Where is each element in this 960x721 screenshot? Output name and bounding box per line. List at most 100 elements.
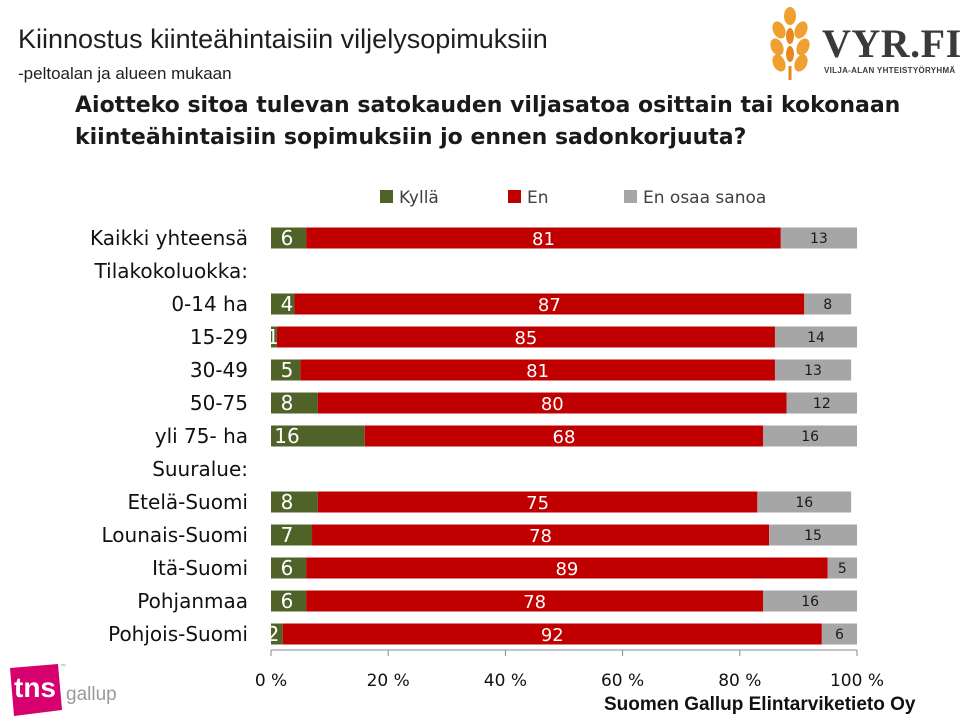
category-label-4: 15-29 bbox=[190, 325, 248, 349]
tns-gallup-logo: tns ™ gallup bbox=[6, 662, 117, 718]
bar-segment-4-1 bbox=[271, 326, 277, 348]
data-label-1-1: 6 bbox=[281, 226, 294, 250]
bar-segment-1-2 bbox=[306, 227, 781, 249]
data-label-5-2: 81 bbox=[526, 361, 549, 382]
tns-gallup-text: gallup bbox=[66, 684, 117, 705]
x-tick-label-5: 80 % bbox=[718, 671, 761, 691]
legend-label-2: En bbox=[527, 188, 549, 208]
data-label-4-2: 85 bbox=[514, 328, 537, 349]
data-label-13-3: 6 bbox=[835, 627, 844, 643]
question-line-2: kiinteähintaisiin sopimuksiin jo ennen s… bbox=[75, 125, 747, 150]
tns-wordmark: tns bbox=[14, 672, 56, 703]
data-label-3-2: 87 bbox=[538, 295, 561, 316]
bar-segment-6-1 bbox=[271, 392, 318, 414]
legend-label-3: En osaa sanoa bbox=[643, 188, 766, 208]
bar-segment-12-2 bbox=[306, 590, 764, 612]
bar-segment-10-2 bbox=[312, 524, 770, 546]
bar-segment-12-1 bbox=[271, 590, 307, 612]
bar-segment-12-3 bbox=[763, 590, 857, 612]
data-label-6-3: 12 bbox=[813, 396, 831, 412]
category-label-2: Tilakokoluokka: bbox=[94, 259, 248, 283]
category-label-11: Itä-Suomi bbox=[152, 556, 248, 580]
bar-segment-11-3 bbox=[827, 557, 857, 579]
bar-segment-9-1 bbox=[271, 491, 318, 513]
bar-segment-7-1 bbox=[271, 425, 365, 447]
bar-segment-9-3 bbox=[757, 491, 852, 513]
category-label-5: 30-49 bbox=[190, 358, 248, 382]
data-label-6-2: 80 bbox=[541, 394, 564, 415]
bar-segment-1-3 bbox=[780, 227, 857, 249]
x-tick-label-1: 0 % bbox=[255, 671, 287, 691]
category-label-9: Etelä-Suomi bbox=[128, 490, 248, 514]
bar-segment-13-2 bbox=[282, 623, 822, 645]
data-label-6-1: 8 bbox=[281, 391, 294, 415]
logo-tagline: VILJA-ALAN YHTEISTYÖRYHMÄ bbox=[824, 66, 956, 75]
x-tick-label-3: 40 % bbox=[484, 671, 527, 691]
legend-label-1: Kyllä bbox=[399, 188, 439, 208]
bar-segment-6-3 bbox=[786, 392, 857, 414]
data-label-1-3: 13 bbox=[810, 231, 828, 247]
data-label-3-1: 4 bbox=[281, 292, 294, 316]
data-label-5-1: 5 bbox=[281, 358, 294, 382]
category-label-10: Lounais-Suomi bbox=[102, 523, 248, 547]
data-label-11-3: 5 bbox=[838, 561, 847, 577]
category-label-6: 50-75 bbox=[190, 391, 248, 415]
data-label-12-1: 6 bbox=[281, 589, 294, 613]
tns-badge-icon bbox=[10, 664, 62, 716]
bar-segment-9-2 bbox=[317, 491, 758, 513]
data-label-10-3: 15 bbox=[804, 528, 822, 544]
category-label-3: 0-14 ha bbox=[171, 292, 248, 316]
bar-segment-4-2 bbox=[276, 326, 775, 348]
data-label-4-3: 14 bbox=[807, 330, 825, 346]
bar-segment-7-3 bbox=[763, 425, 857, 447]
bar-segment-5-3 bbox=[774, 359, 852, 381]
legend-swatch-3 bbox=[624, 190, 637, 203]
tns-trademark: ™ bbox=[60, 664, 66, 670]
bar-segment-6-2 bbox=[317, 392, 787, 414]
data-label-4-1: 1 bbox=[267, 325, 280, 349]
data-label-10-1: 7 bbox=[281, 523, 294, 547]
category-label-8: Suuralue: bbox=[152, 457, 248, 481]
bar-segment-7-2 bbox=[364, 425, 764, 447]
bar-segment-11-1 bbox=[271, 557, 307, 579]
bar-segment-3-1 bbox=[271, 293, 295, 315]
category-label-1: Kaikki yhteensä bbox=[90, 226, 248, 250]
data-label-13-2: 92 bbox=[541, 625, 564, 646]
bar-segment-4-3 bbox=[774, 326, 857, 348]
data-label-7-3: 16 bbox=[801, 429, 819, 445]
data-label-12-2: 78 bbox=[523, 592, 546, 613]
legend-swatch-2 bbox=[508, 190, 521, 203]
bar-segment-5-1 bbox=[271, 359, 301, 381]
data-label-11-2: 89 bbox=[555, 559, 578, 580]
data-label-9-3: 16 bbox=[795, 495, 813, 511]
x-tick-label-4: 60 % bbox=[601, 671, 644, 691]
category-label-7: yli 75- ha bbox=[155, 424, 248, 448]
x-tick-label-2: 20 % bbox=[367, 671, 410, 691]
wheat-icon bbox=[770, 7, 810, 80]
data-label-7-1: 16 bbox=[274, 424, 299, 448]
bar-segment-3-3 bbox=[804, 293, 852, 315]
bar-segment-13-3 bbox=[821, 623, 857, 645]
data-label-12-3: 16 bbox=[801, 594, 819, 610]
category-label-13: Pohjois-Suomi bbox=[108, 622, 248, 646]
survey-question: Aiotteko sitoa tulevan satokauden viljas… bbox=[75, 90, 900, 154]
category-label-12: Pohjanmaa bbox=[137, 589, 248, 613]
question-line-1: Aiotteko sitoa tulevan satokauden viljas… bbox=[75, 93, 901, 118]
legend-swatch-1 bbox=[380, 190, 393, 203]
data-label-11-1: 6 bbox=[281, 556, 294, 580]
data-label-13-1: 2 bbox=[267, 622, 280, 646]
bar-segment-13-1 bbox=[271, 623, 283, 645]
data-label-3-3: 8 bbox=[823, 297, 832, 313]
bar-segment-10-3 bbox=[769, 524, 857, 546]
data-label-7-2: 68 bbox=[553, 427, 576, 448]
data-label-10-2: 78 bbox=[529, 526, 552, 547]
logo-wordmark: VYR.FI bbox=[822, 21, 960, 66]
data-label-5-3: 13 bbox=[804, 363, 822, 379]
bar-segment-11-2 bbox=[306, 557, 828, 579]
chart-subtitle: -peltoalan ja alueen mukaan bbox=[18, 64, 232, 83]
data-label-9-2: 75 bbox=[526, 493, 549, 514]
vyr-logo: VYR.FI VILJA-ALAN YHTEISTYÖRYHMÄ bbox=[760, 6, 960, 81]
chart-title: Kiinnostus kiinteähintaisiin viljelysopi… bbox=[18, 24, 548, 54]
bar-segment-5-2 bbox=[300, 359, 775, 381]
source-footer: Suomen Gallup Elintarviketieto Oy bbox=[604, 694, 916, 715]
